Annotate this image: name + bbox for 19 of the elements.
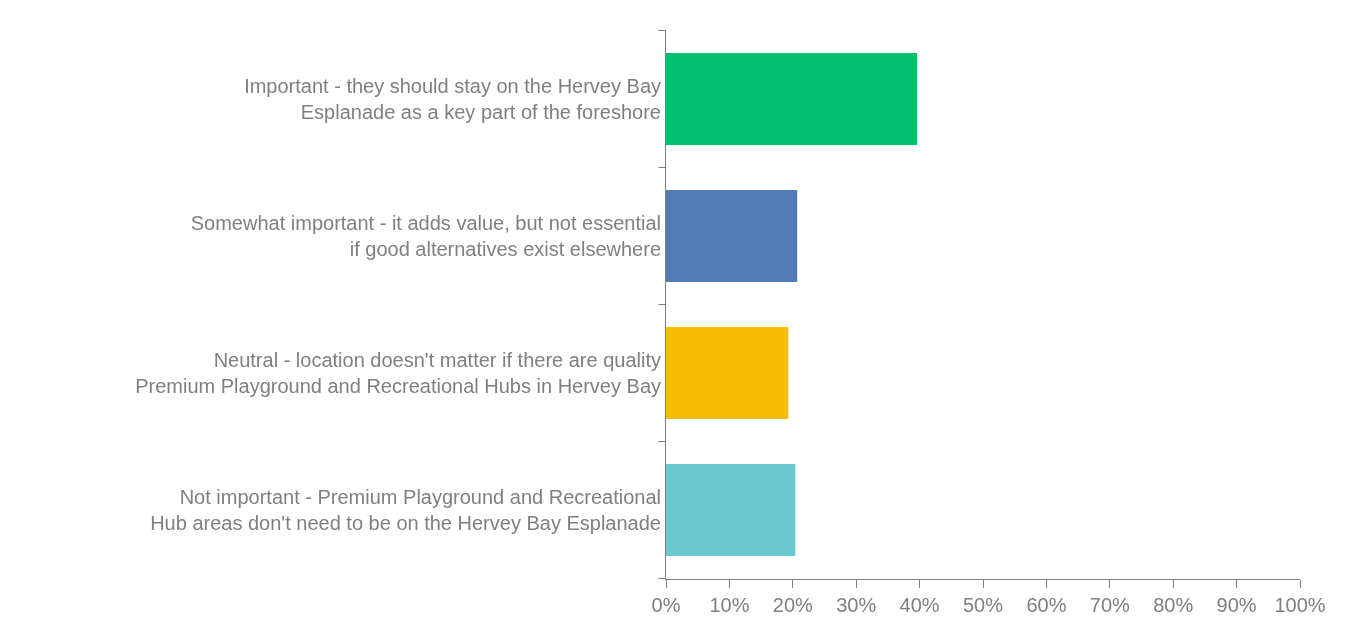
x-tick-label: 20% (772, 594, 814, 616)
x-tick-label: 60% (1026, 594, 1067, 616)
x-tick-label: 90% (1216, 594, 1257, 616)
x-tick-label: 100% (1274, 594, 1326, 616)
y-tick-label: Not important - Premium Playground and Recreational Hub areas don't need to be on the Hervey Bay Esplanade (150, 486, 661, 534)
x-tick-label: 50% (962, 594, 1004, 616)
x-tick-label: 10% (709, 594, 750, 616)
x-tick-label: 70% (1089, 594, 1131, 616)
x-tick-label: 0% (651, 594, 681, 616)
x-tick-label: 40% (899, 594, 940, 616)
x-tick-label: 80% (1153, 594, 1194, 616)
y-tick-label: Important - they should stay on the Hervey Bay Esplanade as a key part of the foreshore (244, 75, 661, 123)
y-tick-label: Somewhat important - it adds value, but not essential if good alternatives exist elsewhere (190, 212, 661, 260)
bar (666, 53, 918, 145)
bar (666, 464, 796, 556)
bar (666, 190, 798, 282)
bar (666, 327, 789, 419)
x-tick-label: 30% (836, 594, 877, 616)
y-tick-label: Neutral - location doesn't matter if there are quality Premium Playground and Recreational Hubs in Hervey Bay (135, 349, 661, 397)
